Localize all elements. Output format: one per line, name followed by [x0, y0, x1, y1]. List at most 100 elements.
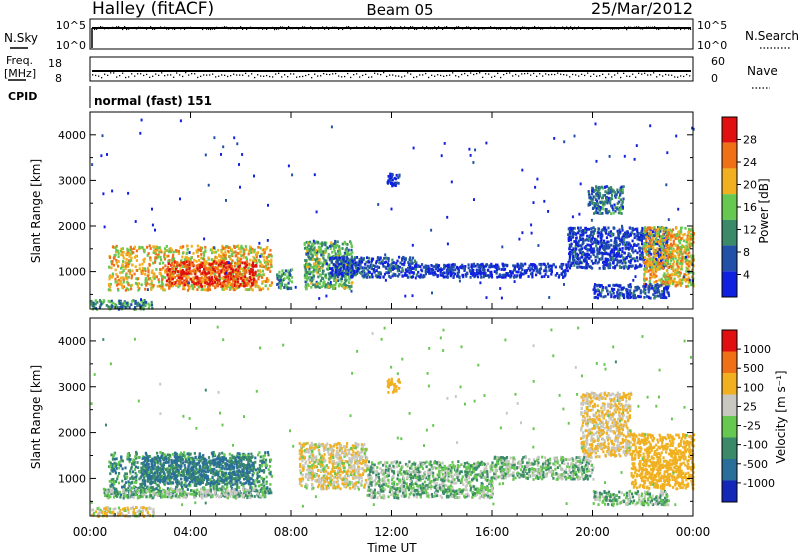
heatmap-cell	[246, 278, 249, 282]
nave-point	[374, 72, 376, 74]
heatmap-cell	[253, 257, 256, 261]
nave-point	[137, 73, 139, 75]
heatmap-cell	[336, 240, 339, 244]
heatmap-cell	[496, 263, 499, 267]
heatmap-cell	[430, 264, 433, 267]
heatmap-cell	[138, 267, 141, 271]
nave-point	[236, 74, 238, 76]
nave-point	[275, 73, 277, 75]
heatmap-cell	[245, 263, 248, 267]
heatmap-cell	[571, 261, 574, 265]
heatmap-cell	[459, 265, 462, 269]
heatmap-cell	[647, 290, 650, 294]
nave-point	[650, 74, 652, 76]
heatmap-cell	[640, 236, 643, 239]
heatmap-cell	[267, 266, 270, 270]
heatmap-cell	[609, 234, 612, 238]
heatmap-cell	[599, 236, 602, 240]
heatmap-cell	[645, 262, 648, 266]
heatmap-cell	[607, 246, 610, 250]
heatmap-cell	[654, 273, 657, 276]
heatmap-cell	[108, 277, 111, 281]
heatmap-cell	[130, 274, 134, 278]
heatmap-cell	[158, 271, 161, 275]
noise-search-point	[538, 26, 540, 28]
noise-search-point	[124, 26, 126, 28]
heatmap-cell	[130, 276, 133, 280]
heatmap-cell	[163, 257, 167, 261]
heatmap-cell	[245, 260, 248, 264]
heatmap-cell	[610, 243, 613, 247]
heatmap-cell	[231, 284, 234, 288]
heatmap-cell	[210, 275, 214, 279]
heatmap-cell	[324, 251, 327, 255]
heatmap-cell	[647, 236, 651, 240]
heatmap-cell	[596, 284, 599, 287]
heatmap-cell	[381, 259, 384, 263]
noise-search-point	[380, 28, 382, 31]
noise-search-point	[338, 28, 340, 30]
heatmap-cell	[621, 286, 624, 290]
heatmap-cell	[668, 274, 671, 277]
heatmap-cell	[213, 268, 216, 272]
noise-search-point	[672, 27, 674, 29]
heatmap-cell	[616, 291, 619, 294]
noise-search-point	[192, 27, 194, 29]
heatmap-cell	[597, 234, 600, 238]
heatmap-cell	[240, 254, 243, 257]
heatmap-cell	[411, 267, 414, 270]
heatmap-cell	[383, 256, 386, 260]
heatmap-cell	[303, 274, 306, 278]
heatmap-cell	[600, 291, 603, 295]
heatmap-cell	[601, 246, 604, 250]
heatmap-cell	[577, 229, 581, 233]
heatmap-cell	[600, 258, 603, 261]
noise-search-point	[638, 26, 640, 28]
heatmap-cell	[251, 261, 255, 265]
heatmap-cell	[468, 269, 471, 272]
noise-search-point	[382, 27, 384, 29]
heatmap-cell	[685, 285, 688, 288]
heatmap-cell	[570, 237, 573, 240]
heatmap-cell	[548, 264, 551, 268]
heatmap-cell	[528, 268, 532, 272]
heatmap-cell	[182, 274, 185, 278]
heatmap-cell	[135, 277, 138, 280]
heatmap-cell	[610, 194, 614, 197]
heatmap-cell	[387, 268, 390, 272]
heatmap-cell	[666, 234, 669, 237]
heatmap-cell	[183, 262, 186, 266]
heatmap-cell	[340, 262, 343, 266]
heatmap-cell	[595, 194, 598, 198]
heatmap-cell	[678, 249, 682, 253]
nave-point	[353, 74, 355, 76]
heatmap-cell	[230, 277, 233, 281]
heatmap-cell	[143, 257, 146, 261]
heatmap-cell	[607, 292, 610, 296]
noise-search-point	[320, 27, 322, 29]
heatmap-cell	[195, 270, 198, 274]
heatmap-cell	[128, 260, 131, 264]
heatmap-cell	[619, 255, 622, 258]
heatmap-cell	[270, 254, 273, 258]
heatmap-cell	[137, 282, 141, 285]
heatmap-cell	[597, 249, 600, 253]
heatmap-cell	[232, 283, 235, 287]
heatmap-cell	[645, 264, 648, 268]
heatmap-cell	[417, 264, 420, 268]
heatmap-cell	[126, 281, 129, 284]
heatmap-cell	[163, 253, 166, 257]
nave-point	[149, 76, 151, 78]
heatmap-cell	[200, 256, 203, 260]
heatmap-cell	[281, 269, 284, 273]
heatmap-cell	[584, 266, 587, 270]
heatmap-cell	[155, 246, 158, 249]
heatmap-cell	[140, 283, 143, 287]
heatmap-cell	[123, 301, 126, 305]
nave-point	[383, 72, 385, 74]
heatmap-cell	[659, 262, 662, 266]
heatmap-cell	[663, 272, 666, 276]
heatmap-cell	[600, 242, 603, 245]
heatmap-cell	[330, 267, 334, 270]
heatmap-cell	[467, 263, 470, 267]
